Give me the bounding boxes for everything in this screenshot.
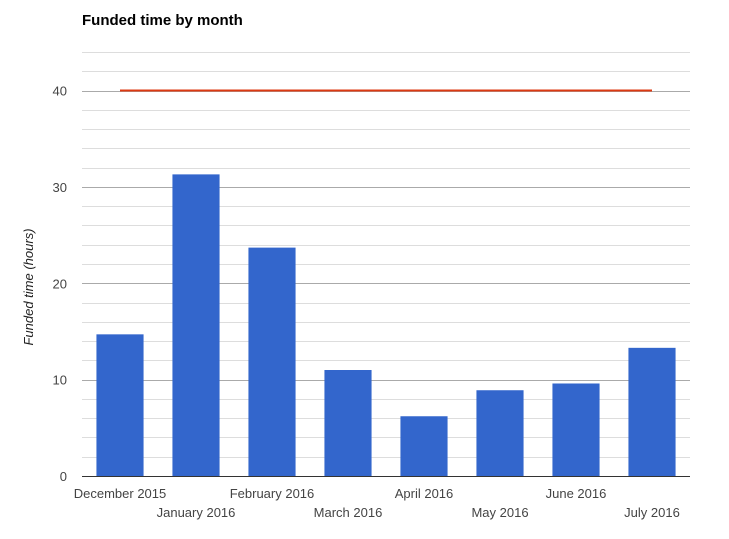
x-tick-label: June 2016	[546, 486, 607, 501]
x-tick-label: December 2015	[74, 486, 167, 501]
x-tick-labels: December 2015 January 2016 February 2016 Ma…	[74, 486, 680, 520]
bar	[476, 390, 524, 476]
bar	[400, 416, 448, 476]
x-tick-label: January 2016	[157, 505, 236, 520]
bar	[248, 247, 296, 476]
x-tick-label: March 2016	[314, 505, 383, 520]
y-axis-title: Funded time (hours)	[21, 228, 36, 345]
y-tick-label: 10	[53, 373, 67, 388]
bar	[324, 370, 372, 476]
y-tick-label: 30	[53, 180, 67, 195]
y-tick-labels: 0 10 20 30 40	[53, 84, 67, 484]
y-tick-label: 20	[53, 276, 67, 291]
bar	[96, 334, 144, 476]
x-tick-label: February 2016	[230, 486, 315, 501]
chart-title: Funded time by month	[82, 12, 243, 29]
bars	[82, 174, 690, 477]
bar	[552, 383, 600, 476]
bar	[172, 174, 220, 476]
y-tick-label: 40	[53, 84, 67, 99]
x-tick-label: May 2016	[471, 505, 528, 520]
y-tick-label: 0	[60, 469, 67, 484]
x-tick-label: April 2016	[395, 486, 454, 501]
x-tick-label: July 2016	[624, 505, 680, 520]
bar	[628, 347, 676, 476]
